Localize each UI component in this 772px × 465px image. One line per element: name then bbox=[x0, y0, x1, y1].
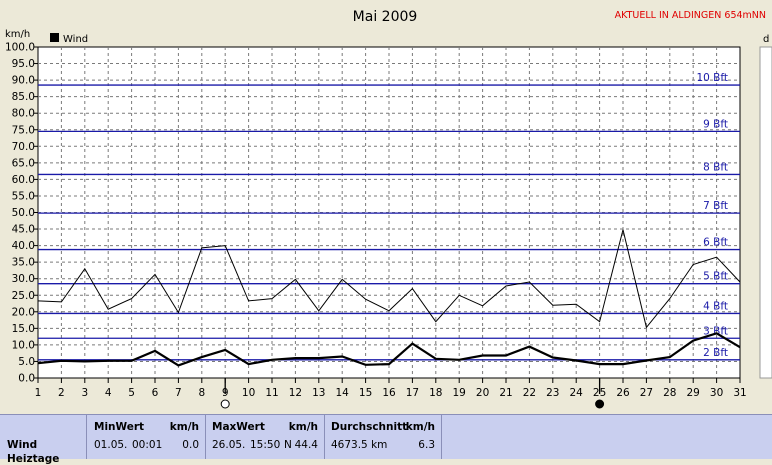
max-value: 44.4 bbox=[294, 439, 318, 451]
beaufort-label: 8 Bft bbox=[703, 161, 728, 173]
stats-avg-col: Durchschnitt km/h 4673.5 km 6.3 bbox=[325, 415, 442, 459]
stats-panel: Wind Heiztage MinWert km/h 01.05. 00:01 … bbox=[0, 414, 772, 465]
x-tick-label: 24 bbox=[570, 387, 584, 399]
x-tick-label: 19 bbox=[453, 387, 466, 399]
y-tick-label: 15.0 bbox=[12, 323, 35, 335]
right-axis-unit: d bbox=[763, 34, 769, 45]
x-tick-label: 13 bbox=[312, 387, 325, 399]
avg-unit: km/h bbox=[405, 421, 435, 433]
x-tick-label: 7 bbox=[175, 387, 182, 399]
chart-title: Mai 2009 bbox=[353, 9, 418, 25]
y-tick-label: 35.0 bbox=[12, 257, 35, 269]
y-tick-label: 10.0 bbox=[12, 339, 35, 351]
beaufort-label: 2 Bft bbox=[703, 347, 728, 359]
max-title: MaxWert bbox=[212, 421, 265, 433]
y-tick-label: 85.0 bbox=[12, 91, 35, 103]
avg-distance: 4673.5 km bbox=[331, 439, 388, 451]
y-tick-label: 90.0 bbox=[12, 75, 35, 87]
x-tick-label: 27 bbox=[640, 387, 653, 399]
y-tick-label: 95.0 bbox=[12, 58, 35, 70]
beaufort-label: 9 Bft bbox=[703, 118, 728, 130]
x-tick-label: 14 bbox=[336, 387, 350, 399]
x-tick-label: 12 bbox=[289, 387, 302, 399]
min-title: MinWert bbox=[94, 421, 145, 433]
station-label: AKTUELL IN ALDINGEN 654mNN bbox=[615, 10, 766, 21]
x-tick-label: 2 bbox=[58, 387, 65, 399]
legend: Wind bbox=[50, 33, 88, 45]
x-tick-label: 28 bbox=[663, 387, 676, 399]
x-tick-label: 15 bbox=[359, 387, 372, 399]
wind-chart: 2 Bft 3 Bft 4 Bft 5 Bft 6 Bft 7 Bft 8 Bft 9 Bft… bbox=[5, 9, 772, 409]
x-tick-label: 6 bbox=[152, 387, 159, 399]
min-unit: km/h bbox=[169, 421, 199, 433]
y-tick-label: 75.0 bbox=[12, 124, 35, 136]
x-tick-label: 3 bbox=[81, 387, 88, 399]
y-tick-label: 65.0 bbox=[12, 157, 35, 169]
series-line-mean bbox=[37, 332, 741, 367]
x-tick-label: 11 bbox=[265, 387, 278, 399]
max-date: 26.05. bbox=[212, 439, 246, 451]
max-direction: N bbox=[284, 439, 292, 451]
min-time: 00:01 bbox=[132, 439, 163, 451]
y-tick-label: 50.0 bbox=[12, 207, 35, 219]
beaufort-label: 5 Bft bbox=[703, 271, 728, 283]
y-axis-unit: km/h bbox=[5, 29, 30, 40]
y-tick-label: 20.0 bbox=[12, 306, 35, 318]
x-tick-label: 29 bbox=[687, 387, 700, 399]
y-tick-label: 55.0 bbox=[12, 190, 35, 202]
x-tick-label: 18 bbox=[429, 387, 442, 399]
y-tick-label: 70.0 bbox=[12, 141, 35, 153]
x-tick-label: 5 bbox=[128, 387, 135, 399]
stats-row-label: Wind bbox=[7, 439, 38, 451]
y-tick-label: 0.0 bbox=[18, 373, 35, 385]
x-tick-label: 10 bbox=[242, 387, 255, 399]
min-value: 0.0 bbox=[182, 439, 199, 451]
beaufort-label: 4 Bft bbox=[703, 300, 728, 312]
new-moon-icon bbox=[595, 399, 605, 409]
y-tick-label: 5.0 bbox=[18, 356, 35, 368]
x-tick-label: 1 bbox=[35, 387, 42, 399]
full-moon-icon bbox=[220, 399, 230, 409]
min-date: 01.05. bbox=[94, 439, 128, 451]
legend-label: Wind bbox=[63, 34, 88, 45]
stats-min-col: MinWert km/h 01.05. 00:01 0.0 bbox=[87, 415, 206, 459]
x-tick-label: 22 bbox=[523, 387, 536, 399]
legend-swatch bbox=[50, 33, 59, 42]
x-tick-label: 8 bbox=[198, 387, 205, 399]
x-tick-label: 26 bbox=[616, 387, 630, 399]
x-tick-label: 30 bbox=[710, 387, 723, 399]
avg-value: 6.3 bbox=[418, 439, 435, 451]
y-tick-label: 100.0 bbox=[5, 42, 35, 54]
stats-max-col: MaxWert km/h 26.05. 15:50 N 44.4 bbox=[206, 415, 325, 459]
stats-label-col: Wind Heiztage bbox=[0, 415, 87, 465]
max-time: 15:50 bbox=[250, 439, 281, 451]
avg-title: Durchschnitt bbox=[331, 421, 408, 433]
beaufort-label: 7 Bft bbox=[703, 200, 728, 212]
series-line-gust bbox=[37, 229, 741, 329]
x-tick-label: 21 bbox=[499, 387, 512, 399]
max-unit: km/h bbox=[288, 421, 318, 433]
y-tick-label: 30.0 bbox=[12, 273, 35, 285]
y-tick-label: 25.0 bbox=[12, 290, 35, 302]
y-tick-label: 80.0 bbox=[12, 108, 35, 120]
stats-next-row-label: Heiztage bbox=[7, 453, 60, 465]
y-tick-label: 60.0 bbox=[12, 174, 35, 186]
y-tick-label: 45.0 bbox=[12, 224, 35, 236]
x-tick-label: 20 bbox=[476, 387, 489, 399]
x-tick-label: 23 bbox=[546, 387, 559, 399]
x-tick-label: 17 bbox=[406, 387, 419, 399]
x-tick-label: 16 bbox=[382, 387, 396, 399]
beaufort-label: 6 Bft bbox=[703, 237, 728, 249]
beaufort-label: 10 Bft bbox=[696, 72, 728, 84]
x-tick-label: 31 bbox=[733, 387, 746, 399]
x-tick-label: 4 bbox=[105, 387, 112, 399]
beaufort-label: 3 Bft bbox=[703, 325, 728, 337]
y-tick-label: 40.0 bbox=[12, 240, 35, 252]
right-scroll-edge bbox=[759, 46, 772, 379]
